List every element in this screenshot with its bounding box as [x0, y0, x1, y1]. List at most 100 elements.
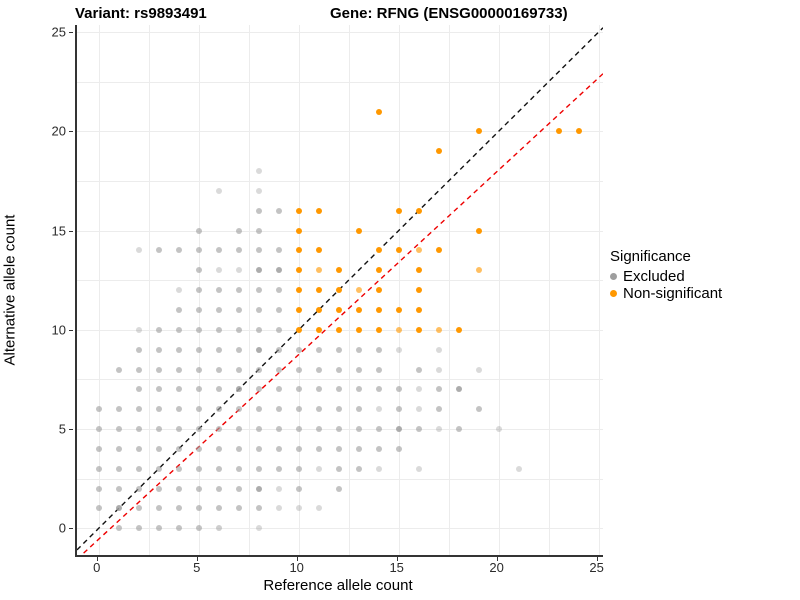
data-point-excluded	[255, 346, 262, 353]
data-point-excluded	[155, 525, 162, 532]
x-tick-mark	[396, 557, 398, 561]
data-point-non-significant	[435, 326, 442, 333]
data-point-non-significant	[395, 247, 402, 254]
variant-title: Variant: rs9893491	[75, 5, 207, 22]
data-point-excluded	[275, 386, 282, 393]
data-point-excluded	[315, 505, 322, 512]
data-point-non-significant	[315, 267, 322, 274]
data-point-excluded	[155, 326, 162, 333]
y-tick-mark	[69, 131, 73, 133]
data-point-excluded	[95, 406, 102, 413]
data-point-excluded	[355, 445, 362, 452]
data-point-excluded	[475, 406, 482, 413]
data-point-excluded	[175, 465, 182, 472]
legend-item-non-significant: Non-significant	[610, 285, 722, 302]
data-point-non-significant	[375, 287, 382, 294]
data-point-excluded	[255, 326, 262, 333]
data-point-excluded	[515, 465, 522, 472]
data-point-excluded	[435, 426, 442, 432]
legend-label-non-significant: Non-significant	[623, 285, 723, 302]
data-point-excluded	[115, 525, 122, 532]
data-point-excluded	[175, 366, 182, 373]
data-point-excluded	[255, 386, 262, 393]
data-point-excluded	[215, 505, 222, 512]
data-point-excluded	[215, 287, 222, 294]
data-point-excluded	[255, 267, 262, 274]
data-point-excluded	[115, 465, 122, 472]
data-point-excluded	[155, 426, 162, 432]
data-point-excluded	[315, 406, 322, 413]
x-tick-label: 20	[489, 560, 504, 575]
data-point-excluded	[175, 386, 182, 393]
y-gridline	[77, 131, 603, 133]
data-point-excluded	[155, 485, 162, 492]
data-point-excluded	[315, 445, 322, 452]
data-point-excluded	[155, 247, 162, 254]
data-point-non-significant	[415, 287, 422, 294]
y-tick-mark	[69, 230, 73, 232]
data-point-excluded	[295, 406, 302, 413]
data-point-excluded	[215, 386, 222, 393]
data-point-excluded	[215, 525, 222, 532]
data-point-non-significant	[375, 267, 382, 274]
data-point-excluded	[355, 406, 362, 413]
fit-line	[80, 73, 603, 555]
data-point-excluded	[235, 445, 242, 452]
x-gridline	[548, 25, 550, 555]
data-point-excluded	[95, 505, 102, 512]
data-point-excluded	[215, 426, 222, 432]
gene-title: Gene: RFNG (ENSG00000169733)	[330, 5, 568, 22]
data-point-excluded	[215, 485, 222, 492]
data-point-excluded	[135, 505, 142, 512]
data-point-excluded	[395, 346, 402, 353]
data-point-non-significant	[355, 326, 362, 333]
data-point-excluded	[295, 426, 302, 432]
data-point-excluded	[415, 386, 422, 393]
data-point-excluded	[275, 287, 282, 294]
data-point-non-significant	[295, 247, 302, 254]
x-tick-label: 25	[589, 560, 604, 575]
data-point-excluded	[195, 445, 202, 452]
data-point-excluded	[255, 465, 262, 472]
data-point-non-significant	[415, 326, 422, 333]
data-point-non-significant	[375, 326, 382, 333]
data-point-excluded	[255, 426, 262, 432]
data-point-excluded	[295, 386, 302, 393]
data-point-excluded	[115, 366, 122, 373]
data-point-excluded	[115, 406, 122, 413]
data-point-excluded	[235, 505, 242, 512]
data-point-excluded	[175, 525, 182, 532]
y-gridline	[77, 280, 603, 282]
x-gridline	[148, 25, 150, 555]
data-point-excluded	[175, 505, 182, 512]
data-point-excluded	[175, 346, 182, 353]
data-point-excluded	[275, 267, 282, 274]
data-point-excluded	[315, 346, 322, 353]
data-point-excluded	[255, 366, 262, 373]
data-point-excluded	[235, 326, 242, 333]
data-point-excluded	[195, 406, 202, 413]
data-point-excluded	[355, 426, 362, 432]
data-point-excluded	[235, 247, 242, 254]
data-point-excluded	[135, 247, 142, 254]
data-point-excluded	[255, 187, 262, 194]
data-point-non-significant	[295, 287, 302, 294]
data-point-non-significant	[295, 267, 302, 274]
data-point-excluded	[255, 247, 262, 254]
x-gridline	[598, 25, 600, 555]
data-point-excluded	[215, 366, 222, 373]
y-tick-mark	[69, 528, 73, 530]
data-point-excluded	[335, 386, 342, 393]
y-gridline	[77, 32, 603, 34]
y-tick-mark	[69, 32, 73, 34]
y-axis-title: Alternative allele count	[1, 214, 19, 366]
data-point-excluded	[295, 485, 302, 492]
data-point-excluded	[395, 386, 402, 393]
data-point-excluded	[155, 505, 162, 512]
data-point-non-significant	[575, 128, 582, 135]
data-point-non-significant	[415, 247, 422, 254]
data-point-excluded	[335, 366, 342, 373]
data-point-excluded	[215, 326, 222, 333]
data-point-excluded	[215, 406, 222, 413]
data-point-excluded	[415, 426, 422, 432]
